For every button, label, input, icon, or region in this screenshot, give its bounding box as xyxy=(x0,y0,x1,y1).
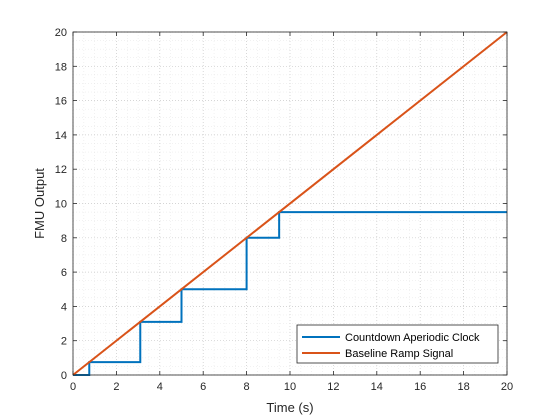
y-tick-label: 20 xyxy=(55,27,67,39)
grid xyxy=(72,31,508,376)
y-tick-label: 12 xyxy=(55,164,67,176)
x-tick-label: 4 xyxy=(157,381,163,393)
series-line-ramp xyxy=(72,31,508,376)
y-tick-label: 2 xyxy=(61,336,67,348)
ticks: 0 2 4 6 8 10 12 14 16 18 20 0 2 4 6 8 10 12 14 16 18 20 xyxy=(55,27,513,393)
y-tick-label: 18 xyxy=(55,61,67,73)
x-tick-label: 16 xyxy=(414,381,426,393)
legend-label-countdown: Countdown Aperiodic Clock xyxy=(345,332,480,344)
y-tick-label: 6 xyxy=(61,267,67,279)
y-axis-label: FMU Output xyxy=(32,168,47,239)
x-tick-label: 8 xyxy=(244,381,250,393)
x-axis-label: Time (s) xyxy=(266,400,313,415)
legend: Countdown Aperiodic Clock Baseline Ramp … xyxy=(296,324,499,364)
y-tick-label: 8 xyxy=(61,233,67,245)
y-tick-label: 4 xyxy=(61,301,67,313)
y-tick-label: 10 xyxy=(55,199,67,211)
x-tick-label: 2 xyxy=(113,381,119,393)
legend-label-ramp: Baseline Ramp Signal xyxy=(345,348,453,360)
x-tick-label: 14 xyxy=(371,381,383,393)
series-line-countdown xyxy=(73,211,507,376)
y-tick-label: 0 xyxy=(61,370,67,382)
x-tick-label: 18 xyxy=(457,381,469,393)
series-group xyxy=(72,31,508,376)
x-tick-label: 20 xyxy=(501,381,513,393)
y-tick-label: 16 xyxy=(55,96,67,108)
x-tick-label: 6 xyxy=(200,381,206,393)
x-tick-label: 10 xyxy=(284,381,296,393)
x-tick-label: 0 xyxy=(70,381,76,393)
x-tick-label: 12 xyxy=(327,381,339,393)
legend-box xyxy=(296,324,499,364)
y-tick-label: 14 xyxy=(55,130,67,142)
